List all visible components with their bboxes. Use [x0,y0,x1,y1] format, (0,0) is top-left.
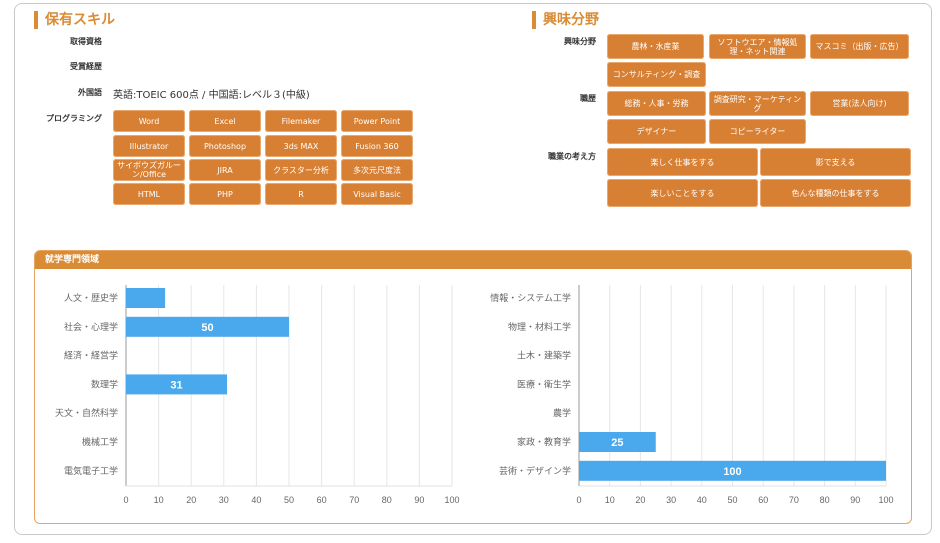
y-category-label: 医療・衛生学 [517,378,571,390]
career-label: 職歴 [580,94,596,103]
languages-value: 英語:TOEIC 600点 / 中国語:レベル３(中級) [113,90,310,101]
panel-title: 就学専門領域 [35,251,911,269]
y-category-label: 機械工学 [82,436,118,448]
skill-tag[interactable]: HTML [113,183,185,205]
y-category-label: 電気電子工学 [64,465,118,477]
bar [126,374,228,395]
thinking-tag[interactable]: 色んな種類の仕事をする [760,179,911,207]
languages-label: 外国語 [78,88,102,97]
skill-tag[interactable]: 多次元尺度法 [341,159,413,181]
bar [126,288,166,308]
x-tick-label: 10 [605,495,615,505]
x-tick-label: 20 [186,495,196,505]
x-tick-label: 60 [317,495,327,505]
bar [579,432,656,452]
x-tick-label: 30 [219,495,229,505]
thinking-tag[interactable]: 楽しく仕事をする [607,148,758,176]
y-category-label: 土木・建築学 [517,350,571,362]
skill-tag[interactable]: Fusion 360 [341,135,413,157]
x-tick-label: 30 [666,495,676,505]
x-tick-label: 60 [758,495,768,505]
skill-tag[interactable]: R [265,183,337,205]
page-frame [14,3,932,535]
skill-tag[interactable]: Excel [189,110,261,132]
skill-tag[interactable]: JIRA [189,159,261,181]
skill-tag[interactable]: サイボウズガルーン/Office [113,159,185,181]
bar [126,316,289,337]
y-category-label: 経済・経営学 [64,350,118,362]
skill-tag[interactable]: Illustrator [113,135,185,157]
skills-title: 保有スキル [34,11,115,29]
x-tick-label: 80 [820,495,830,505]
y-category-label: 物理・材料工学 [508,321,571,333]
x-tick-label: 90 [850,495,860,505]
bar-value-label: 100 [723,466,741,478]
career-tag[interactable]: 総務・人事・労務 [607,91,706,116]
x-tick-label: 80 [382,495,392,505]
y-category-label: 芸術・デザイン学 [499,465,571,477]
interests-title: 興味分野 [532,11,599,29]
x-tick-label: 100 [444,495,459,505]
x-tick-label: 50 [284,495,294,505]
awards-label: 受賞経歴 [70,62,102,71]
skill-tag[interactable]: Power Point [341,110,413,132]
x-tick-label: 40 [697,495,707,505]
thinking-tag[interactable]: 影で支える [760,148,911,176]
x-tick-label: 70 [349,495,359,505]
programming-label: プログラミング [46,114,102,123]
thinking-label: 職業の考え方 [548,152,596,161]
y-category-label: 家政・教育学 [517,436,571,448]
thinking-tag[interactable]: 楽しいことをする [607,179,758,207]
x-tick-label: 70 [789,495,799,505]
career-tag[interactable]: コピーライター [709,119,806,144]
interest-field-tag[interactable]: マスコミ（出版・広告） [810,34,909,59]
skill-tag[interactable]: PHP [189,183,261,205]
y-category-label: 社会・心理学 [64,321,118,333]
x-tick-label: 20 [635,495,645,505]
x-tick-label: 90 [414,495,424,505]
career-tag[interactable]: 営業(法人向け) [810,91,909,116]
skill-tag[interactable]: Word [113,110,185,132]
qualifications-label: 取得資格 [70,37,102,46]
x-tick-label: 0 [576,495,581,505]
y-category-label: 人文・歴史学 [64,292,118,304]
interest-field-tag[interactable]: ソフトウエア・情報処理・ネット関連 [709,34,806,59]
bar [579,460,886,481]
skill-tag[interactable]: Photoshop [189,135,261,157]
skill-tag[interactable]: Filemaker [265,110,337,132]
x-tick-label: 40 [251,495,261,505]
bar-value-label: 50 [201,322,213,334]
interest-field-tag[interactable]: コンサルティング・調査 [607,62,706,87]
skill-tag[interactable]: クラスター分析 [265,159,337,181]
y-category-label: 天文・自然科学 [55,407,118,419]
interest-field-tag[interactable]: 農林・水産業 [607,34,704,59]
y-category-label: 数理学 [91,378,118,390]
career-tag[interactable]: 調査研究・マーケティング [709,91,806,116]
y-category-label: 農学 [553,407,571,419]
fields-label: 興味分野 [564,37,596,46]
bar-value-label: 25 [611,437,623,449]
skill-tag[interactable]: 3ds MAX [265,135,337,157]
study-area-panel: 就学専門領域 [34,250,912,524]
x-tick-label: 100 [878,495,893,505]
x-tick-label: 0 [123,495,128,505]
bar-value-label: 31 [170,379,182,391]
x-tick-label: 50 [727,495,737,505]
career-tag[interactable]: デザイナー [607,119,706,144]
x-tick-label: 10 [154,495,164,505]
y-category-label: 情報・システム工学 [490,292,571,304]
skill-tag[interactable]: Visual Basic [341,183,413,205]
